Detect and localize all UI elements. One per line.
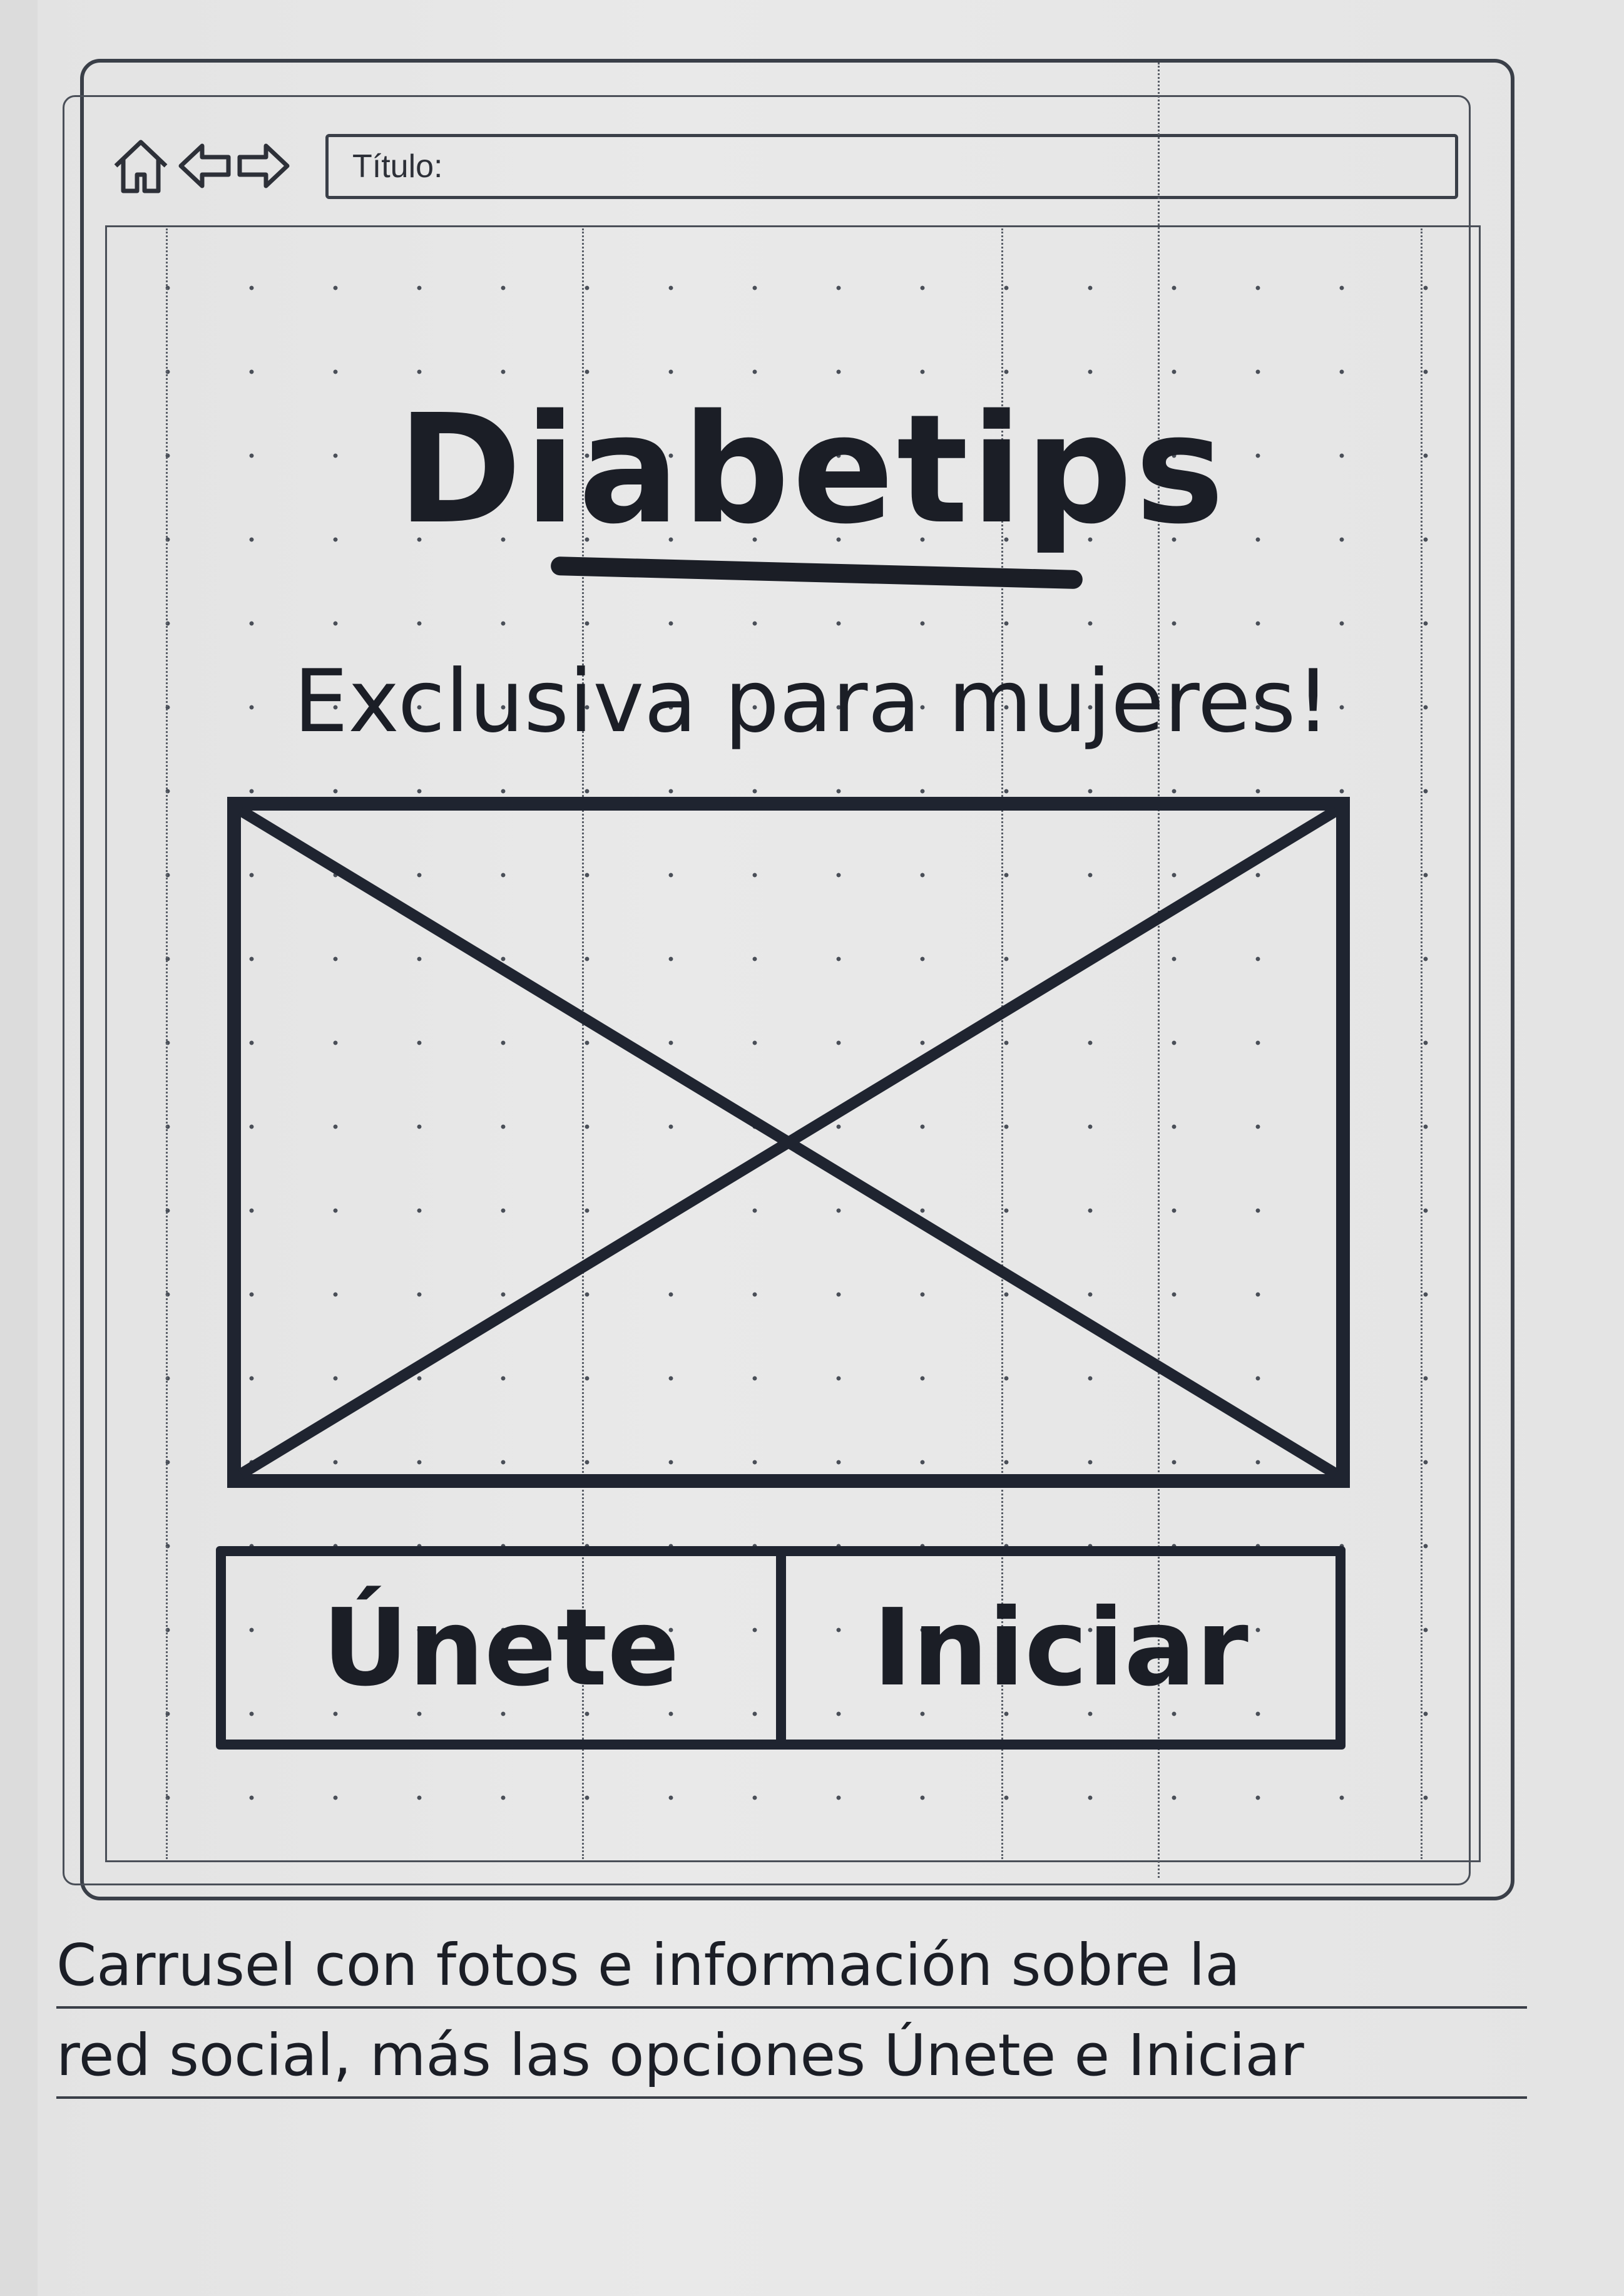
start-button[interactable]: Iniciar bbox=[775, 1556, 1336, 1740]
join-button[interactable]: Únete bbox=[226, 1556, 776, 1740]
grid-guide-line bbox=[1158, 63, 1160, 1878]
action-buttons: Únete Iniciar bbox=[216, 1546, 1346, 1750]
handwritten-note: Carrusel con fotos e información sobre l… bbox=[56, 1919, 1527, 2099]
grid-guide-line bbox=[1001, 228, 1003, 1859]
title-label: Título: bbox=[352, 148, 443, 185]
note-line-1: Carrusel con fotos e información sobre l… bbox=[56, 1919, 1527, 2009]
browser-toolbar bbox=[110, 131, 296, 200]
note-line-2: red social, más las opciones Únete e Ini… bbox=[56, 2009, 1527, 2099]
brand-title: Diabetips bbox=[397, 382, 1227, 557]
grid-guide-line bbox=[166, 228, 168, 1859]
device-frame bbox=[80, 59, 1514, 1900]
home-icon[interactable] bbox=[110, 135, 172, 197]
back-arrow-icon[interactable] bbox=[176, 135, 232, 197]
screen-content-area bbox=[105, 225, 1481, 1862]
title-bar[interactable]: Título: bbox=[325, 134, 1458, 199]
image-placeholder bbox=[225, 795, 1352, 1492]
tagline: Exclusiva para mujeres! bbox=[294, 651, 1330, 752]
forward-arrow-icon[interactable] bbox=[236, 135, 292, 197]
grid-guide-line bbox=[1421, 228, 1422, 1859]
grid-guide-line bbox=[582, 228, 584, 1859]
